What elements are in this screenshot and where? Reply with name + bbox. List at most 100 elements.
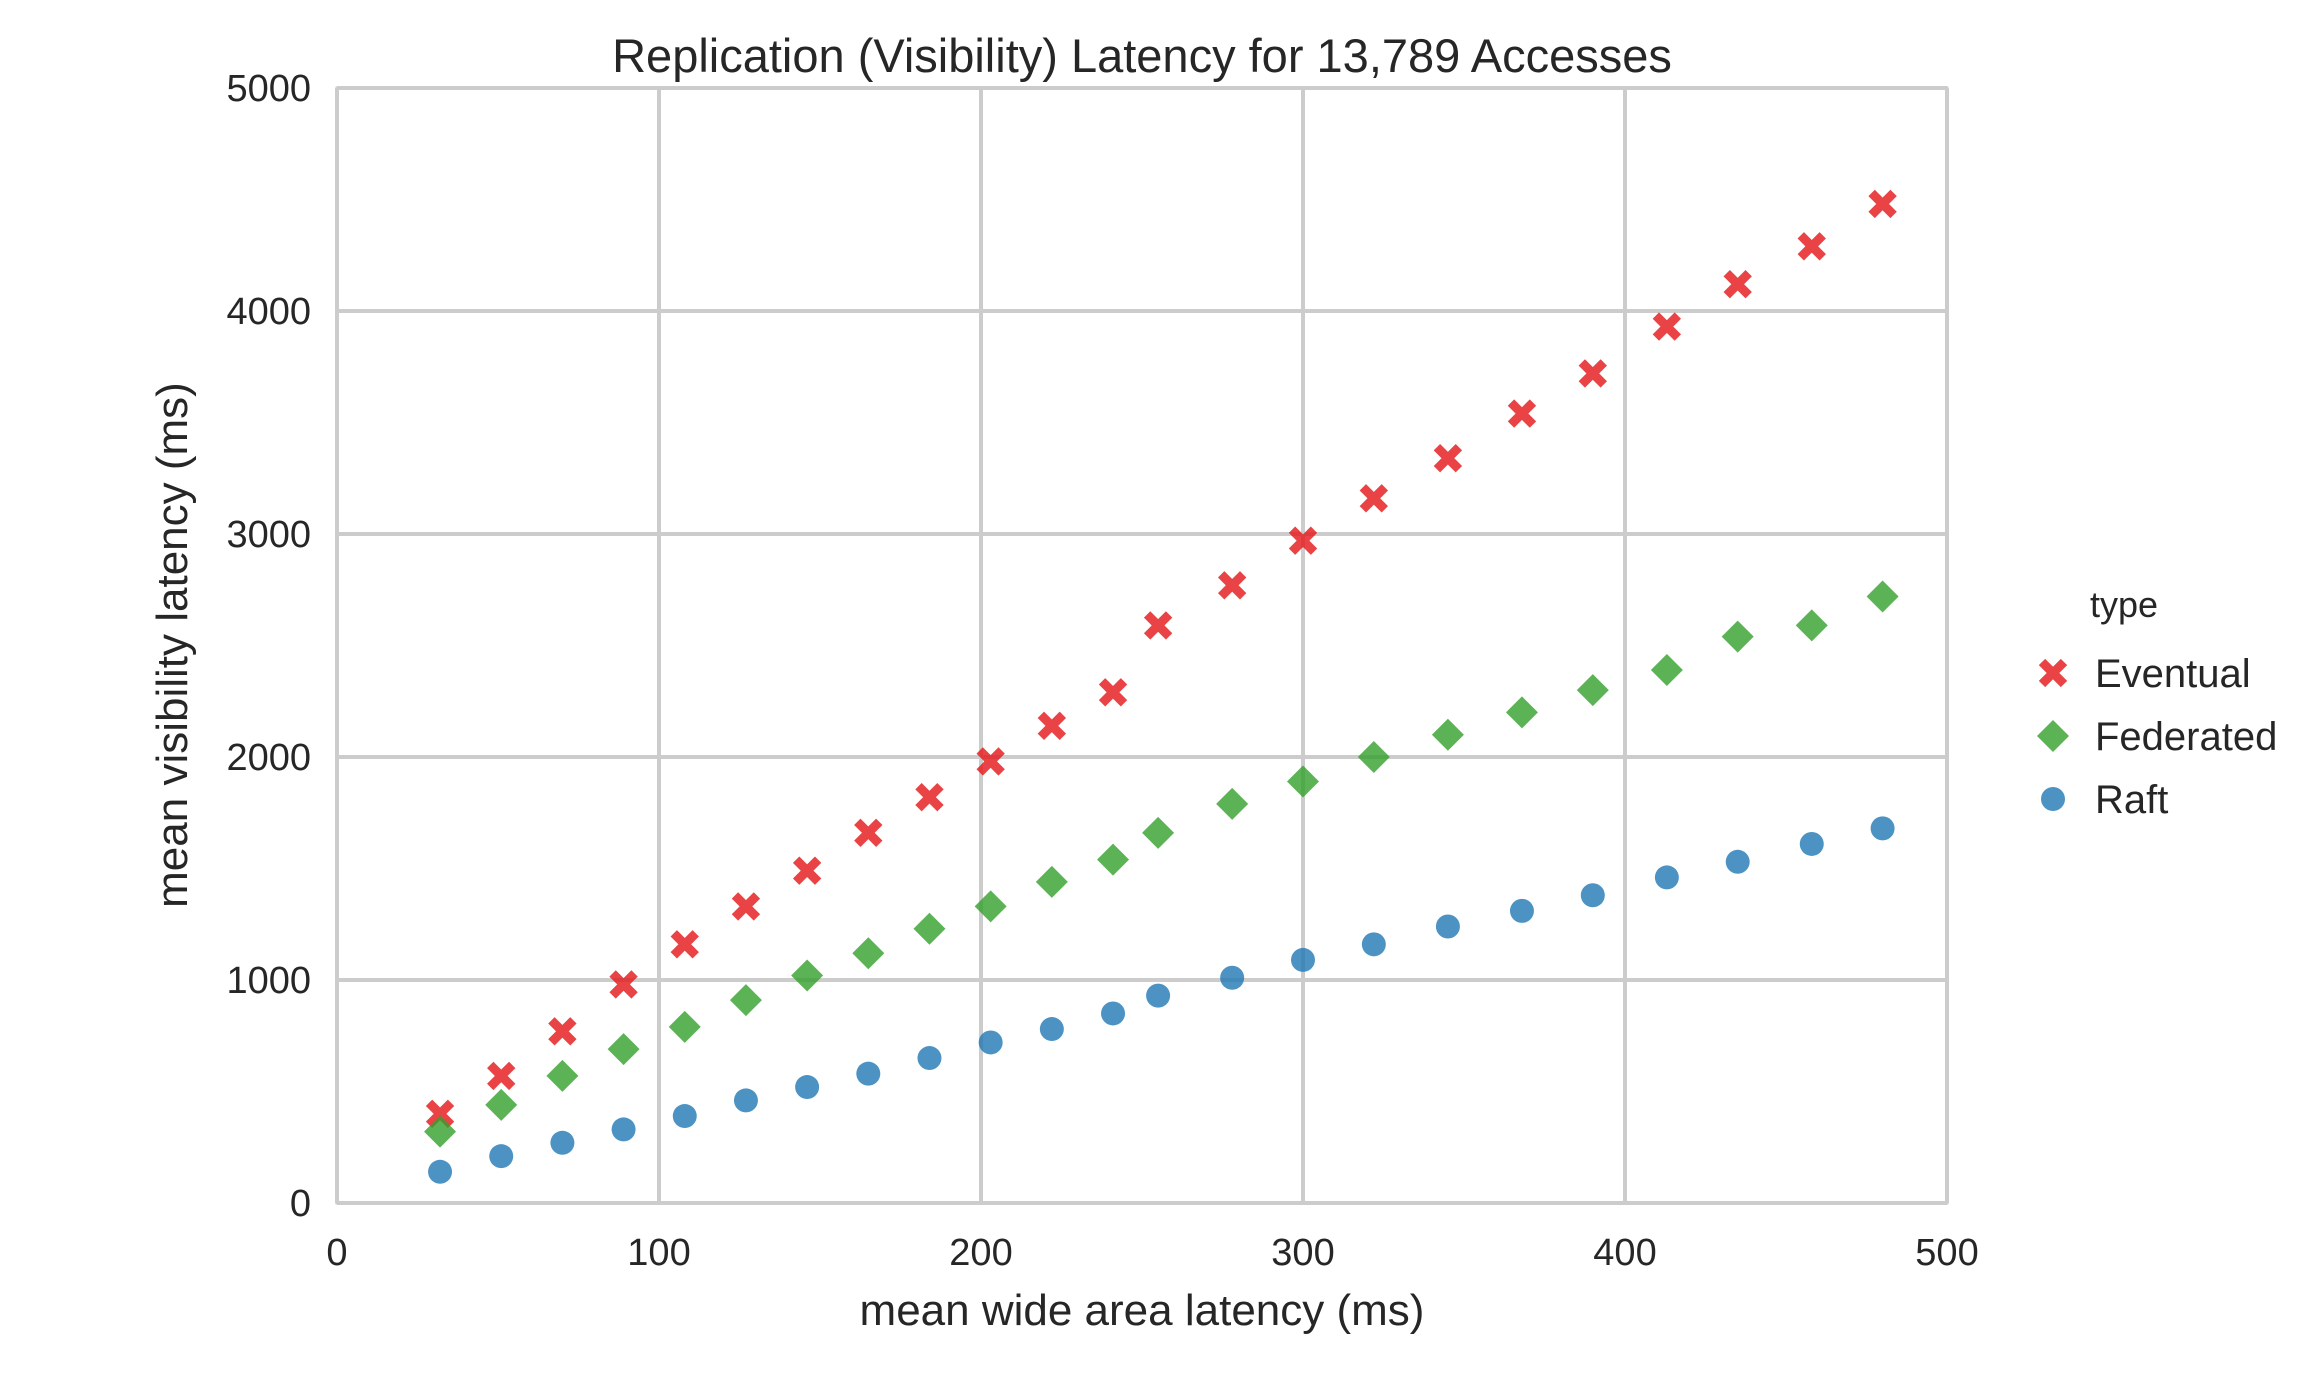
legend-marker-eventual	[2038, 658, 2068, 688]
eventual-point	[1217, 571, 1247, 600]
eventual-point	[731, 892, 761, 921]
x-tick-label: 500	[1915, 1232, 1978, 1274]
eventual-point	[1037, 711, 1067, 740]
y-tick-labels: 0 1000 2000 3000 4000 5000	[226, 68, 311, 1225]
raft-point	[611, 1117, 636, 1142]
federated-point	[1216, 787, 1249, 820]
x-tick-label: 100	[627, 1232, 690, 1274]
federated-point	[1650, 654, 1683, 687]
eventual-point	[792, 856, 822, 885]
legend-item-eventual: Eventual	[2038, 652, 2251, 696]
eventual-point	[1433, 443, 1463, 473]
y-tick-label: 2000	[226, 737, 311, 779]
legend-label: Raft	[2095, 778, 2168, 822]
y-tick-label: 4000	[226, 291, 311, 333]
raft-point	[550, 1130, 575, 1155]
raft-point	[917, 1046, 942, 1071]
eventual-point	[1578, 359, 1607, 388]
federated-point	[668, 1010, 701, 1043]
raft-point	[489, 1144, 514, 1169]
raft-point	[1101, 1001, 1126, 1026]
federated-point	[607, 1033, 640, 1066]
legend-label: Federated	[2095, 715, 2277, 759]
federated-point	[1431, 718, 1464, 751]
eventual-point	[548, 1017, 577, 1046]
y-tick-label: 3000	[226, 514, 311, 556]
plot-area	[335, 86, 1949, 1205]
raft-point	[1146, 983, 1171, 1008]
federated-point	[1287, 765, 1319, 798]
legend-title: type	[2090, 584, 2158, 625]
eventual-point	[1652, 312, 1682, 341]
x-tick-labels: 0 100 200 300 400 500	[326, 1232, 1978, 1274]
federated-point	[1097, 843, 1130, 876]
eventual-point	[1868, 189, 1897, 219]
legend-label: Eventual	[2095, 652, 2251, 696]
raft-point	[978, 1030, 1003, 1055]
federated-point	[791, 959, 824, 992]
legend-item-federated: Federated	[2037, 715, 2277, 759]
x-tick-label: 300	[1271, 1232, 1334, 1274]
federated-point	[852, 937, 885, 970]
legend-marker-raft	[2041, 787, 2065, 811]
y-tick-label: 1000	[226, 960, 311, 1002]
federated-point	[1795, 609, 1828, 642]
raft-point	[1435, 914, 1460, 939]
eventual-point	[1288, 526, 1318, 555]
grid-layer	[335, 86, 1949, 1205]
raft-point	[1654, 865, 1679, 890]
legend-entries: Eventual Federated Raft	[2037, 652, 2277, 822]
points-layer	[424, 189, 1899, 1184]
raft-point	[733, 1088, 758, 1113]
eventual-point	[915, 782, 944, 812]
eventual-point	[670, 930, 699, 959]
series-federated	[424, 580, 1899, 1148]
series-eventual	[425, 189, 1897, 1128]
eventual-point	[976, 747, 1005, 776]
federated-point	[1576, 674, 1609, 707]
raft-point	[1291, 947, 1315, 972]
federated-point	[729, 984, 762, 1017]
eventual-point	[425, 1099, 455, 1128]
y-tick-label: 0	[290, 1183, 311, 1225]
raft-point	[856, 1061, 881, 1086]
series-raft	[428, 816, 1895, 1184]
federated-point	[424, 1115, 457, 1148]
raft-point	[1725, 849, 1750, 874]
federated-point	[546, 1059, 579, 1092]
legend-marker-federated	[2037, 720, 2069, 752]
raft-point	[795, 1075, 820, 1100]
eventual-point	[1143, 611, 1173, 640]
eventual-point	[854, 818, 883, 848]
x-tick-label: 200	[949, 1232, 1012, 1274]
raft-point	[1509, 898, 1534, 923]
eventual-point	[609, 970, 638, 999]
raft-point	[672, 1104, 697, 1129]
federated-point	[974, 890, 1007, 923]
federated-point	[1357, 741, 1390, 773]
x-tick-label: 0	[326, 1232, 347, 1274]
raft-point	[1799, 831, 1824, 856]
legend-item-raft: Raft	[2041, 778, 2168, 822]
raft-point	[1580, 883, 1605, 908]
eventual-point	[1723, 270, 1752, 299]
eventual-point	[1797, 232, 1826, 261]
eventual-point	[487, 1061, 516, 1091]
eventual-point	[1098, 678, 1128, 707]
eventual-point	[1359, 484, 1389, 513]
raft-point	[1361, 932, 1386, 957]
federated-point	[1035, 865, 1068, 898]
y-axis-label: mean visibility latency (ms)	[148, 382, 197, 908]
federated-point	[1505, 696, 1538, 729]
x-axis-label: mean wide area latency (ms)	[860, 1286, 1425, 1335]
raft-point	[1039, 1017, 1064, 1042]
legend: type Eventual Federated Raft	[2037, 584, 2277, 822]
federated-point	[485, 1088, 518, 1121]
chart-title: Replication (Visibility) Latency for 13,…	[612, 29, 1672, 82]
eventual-point	[1507, 399, 1537, 428]
x-tick-label: 400	[1593, 1232, 1656, 1274]
federated-point	[913, 912, 946, 945]
federated-point	[1721, 620, 1754, 653]
raft-point	[428, 1159, 453, 1184]
